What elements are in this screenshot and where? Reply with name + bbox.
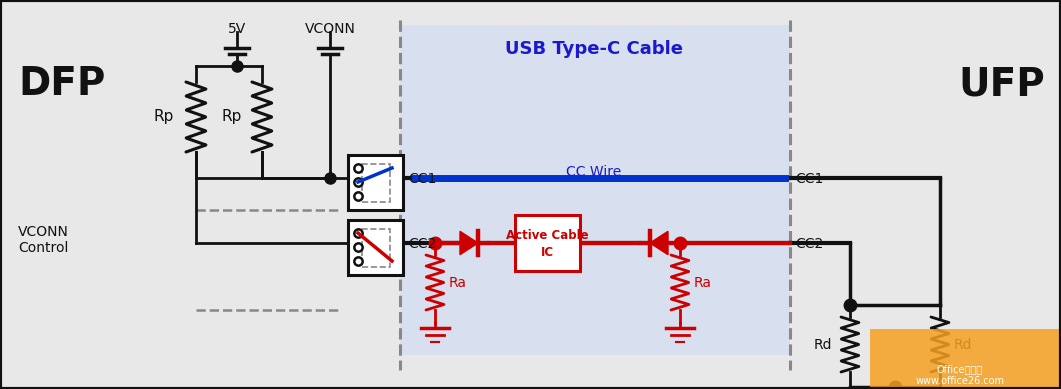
Polygon shape — [460, 231, 479, 255]
Text: 5V: 5V — [228, 22, 246, 36]
Bar — [348, 220, 403, 275]
Text: Rd: Rd — [814, 338, 832, 352]
Bar — [515, 215, 580, 271]
Text: CC Wire: CC Wire — [567, 165, 622, 179]
Text: Active Cable: Active Cable — [506, 228, 588, 242]
Bar — [348, 155, 403, 210]
Text: Rp: Rp — [222, 109, 242, 123]
Text: Rd: Rd — [954, 338, 973, 352]
Text: IC: IC — [540, 247, 554, 259]
Text: Ra: Ra — [694, 276, 712, 290]
Text: CC2: CC2 — [408, 237, 436, 251]
Text: Rp: Rp — [154, 109, 174, 123]
Text: CC2: CC2 — [795, 237, 823, 251]
Text: DFP: DFP — [18, 65, 105, 103]
Text: CC1: CC1 — [795, 172, 823, 186]
Bar — [870, 329, 1061, 389]
Bar — [362, 164, 390, 202]
Polygon shape — [650, 231, 668, 255]
Text: UFP: UFP — [958, 65, 1045, 103]
Text: USB Type-C Cable: USB Type-C Cable — [505, 40, 683, 58]
Bar — [400, 25, 790, 355]
Text: VCONN
Control: VCONN Control — [18, 225, 69, 255]
Text: Ra: Ra — [449, 276, 467, 290]
Text: Office教程网
www.office26.com: Office教程网 www.office26.com — [916, 364, 1005, 386]
Text: VCONN: VCONN — [305, 22, 355, 36]
Text: CC1: CC1 — [408, 172, 436, 186]
Bar — [362, 229, 390, 267]
